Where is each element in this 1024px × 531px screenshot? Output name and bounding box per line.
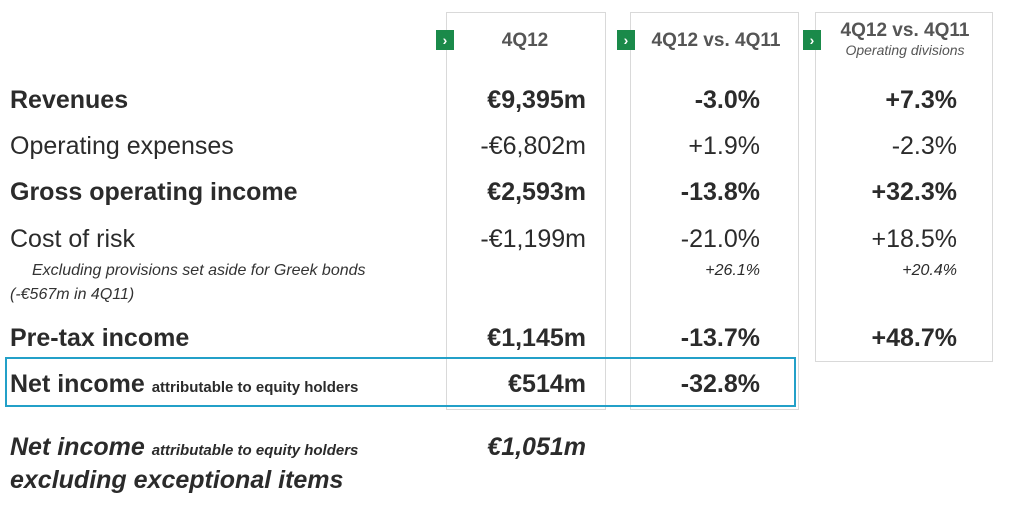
footer-label: Net income attributable to equity holder… bbox=[10, 433, 358, 462]
row-pti-label: Pre-tax income bbox=[10, 324, 190, 352]
row-pti-v3: +48.7% bbox=[871, 324, 958, 352]
footer-line2: excluding exceptional items bbox=[10, 466, 344, 494]
row-pti-v1: €1,145m bbox=[487, 324, 586, 352]
row-revenues-v2: -3.0% bbox=[694, 86, 760, 114]
row-cor-note1: Excluding provisions set aside for Greek… bbox=[32, 262, 366, 279]
row-cor-v3: +18.5% bbox=[871, 225, 958, 253]
row-opex-v3: -2.3% bbox=[891, 132, 957, 160]
col-vs-box bbox=[630, 12, 799, 410]
row-cor-v2-sub: +26.1% bbox=[705, 262, 760, 279]
row-cor-v2: -21.0% bbox=[680, 225, 760, 253]
col2-header: 4Q12 vs. 4Q11 bbox=[636, 30, 796, 52]
row-opex-v1: -€6,802m bbox=[480, 132, 586, 160]
col-divisions-box bbox=[815, 12, 993, 362]
row-goi-v1: €2,593m bbox=[487, 178, 586, 206]
col3-header-subtitle: Operating divisions bbox=[845, 42, 965, 58]
col1-header: 4Q12 bbox=[446, 30, 604, 52]
col3-chevron-icon[interactable]: › bbox=[803, 30, 821, 50]
footer-label-small: attributable to equity holders bbox=[151, 442, 359, 459]
row-revenues-label: Revenues bbox=[10, 86, 129, 114]
row-cor-note2: (-€567m in 4Q11) bbox=[10, 286, 135, 303]
row-pti-v2: -13.7% bbox=[680, 324, 760, 352]
row-opex-label: Operating expenses bbox=[10, 132, 234, 160]
row-ni-label-small: attributable to equity holders bbox=[151, 379, 359, 396]
row-ni-v2: -32.8% bbox=[680, 370, 760, 398]
row-opex-v2: +1.9% bbox=[688, 132, 760, 160]
row-cor-v1: -€1,199m bbox=[480, 225, 586, 253]
row-ni-v1: €514m bbox=[508, 370, 586, 398]
col2-header-title: 4Q12 vs. 4Q11 bbox=[651, 30, 781, 51]
row-ni-label-main: Net income bbox=[10, 370, 145, 398]
row-goi-v3: +32.3% bbox=[871, 178, 958, 206]
footer-label-main: Net income bbox=[10, 433, 145, 461]
row-ni-label: Net income attributable to equity holder… bbox=[10, 370, 358, 399]
footer-value: €1,051m bbox=[487, 433, 586, 461]
col1-chevron-icon[interactable]: › bbox=[436, 30, 454, 50]
row-revenues-v3: +7.3% bbox=[885, 86, 957, 114]
row-goi-v2: -13.8% bbox=[680, 178, 760, 206]
net-income-highlight bbox=[5, 357, 796, 407]
col1-header-title: 4Q12 bbox=[501, 30, 549, 51]
row-revenues-v1: €9,395m bbox=[487, 86, 586, 114]
col3-header-title: 4Q12 vs. 4Q11 bbox=[840, 20, 970, 41]
row-cor-label: Cost of risk bbox=[10, 225, 136, 253]
col3-header: 4Q12 vs. 4Q11 Operating divisions bbox=[822, 20, 988, 58]
row-goi-label: Gross operating income bbox=[10, 178, 298, 206]
col-4q12-box bbox=[446, 12, 606, 410]
col2-chevron-icon[interactable]: › bbox=[617, 30, 635, 50]
row-cor-v3-sub: +20.4% bbox=[902, 262, 957, 279]
